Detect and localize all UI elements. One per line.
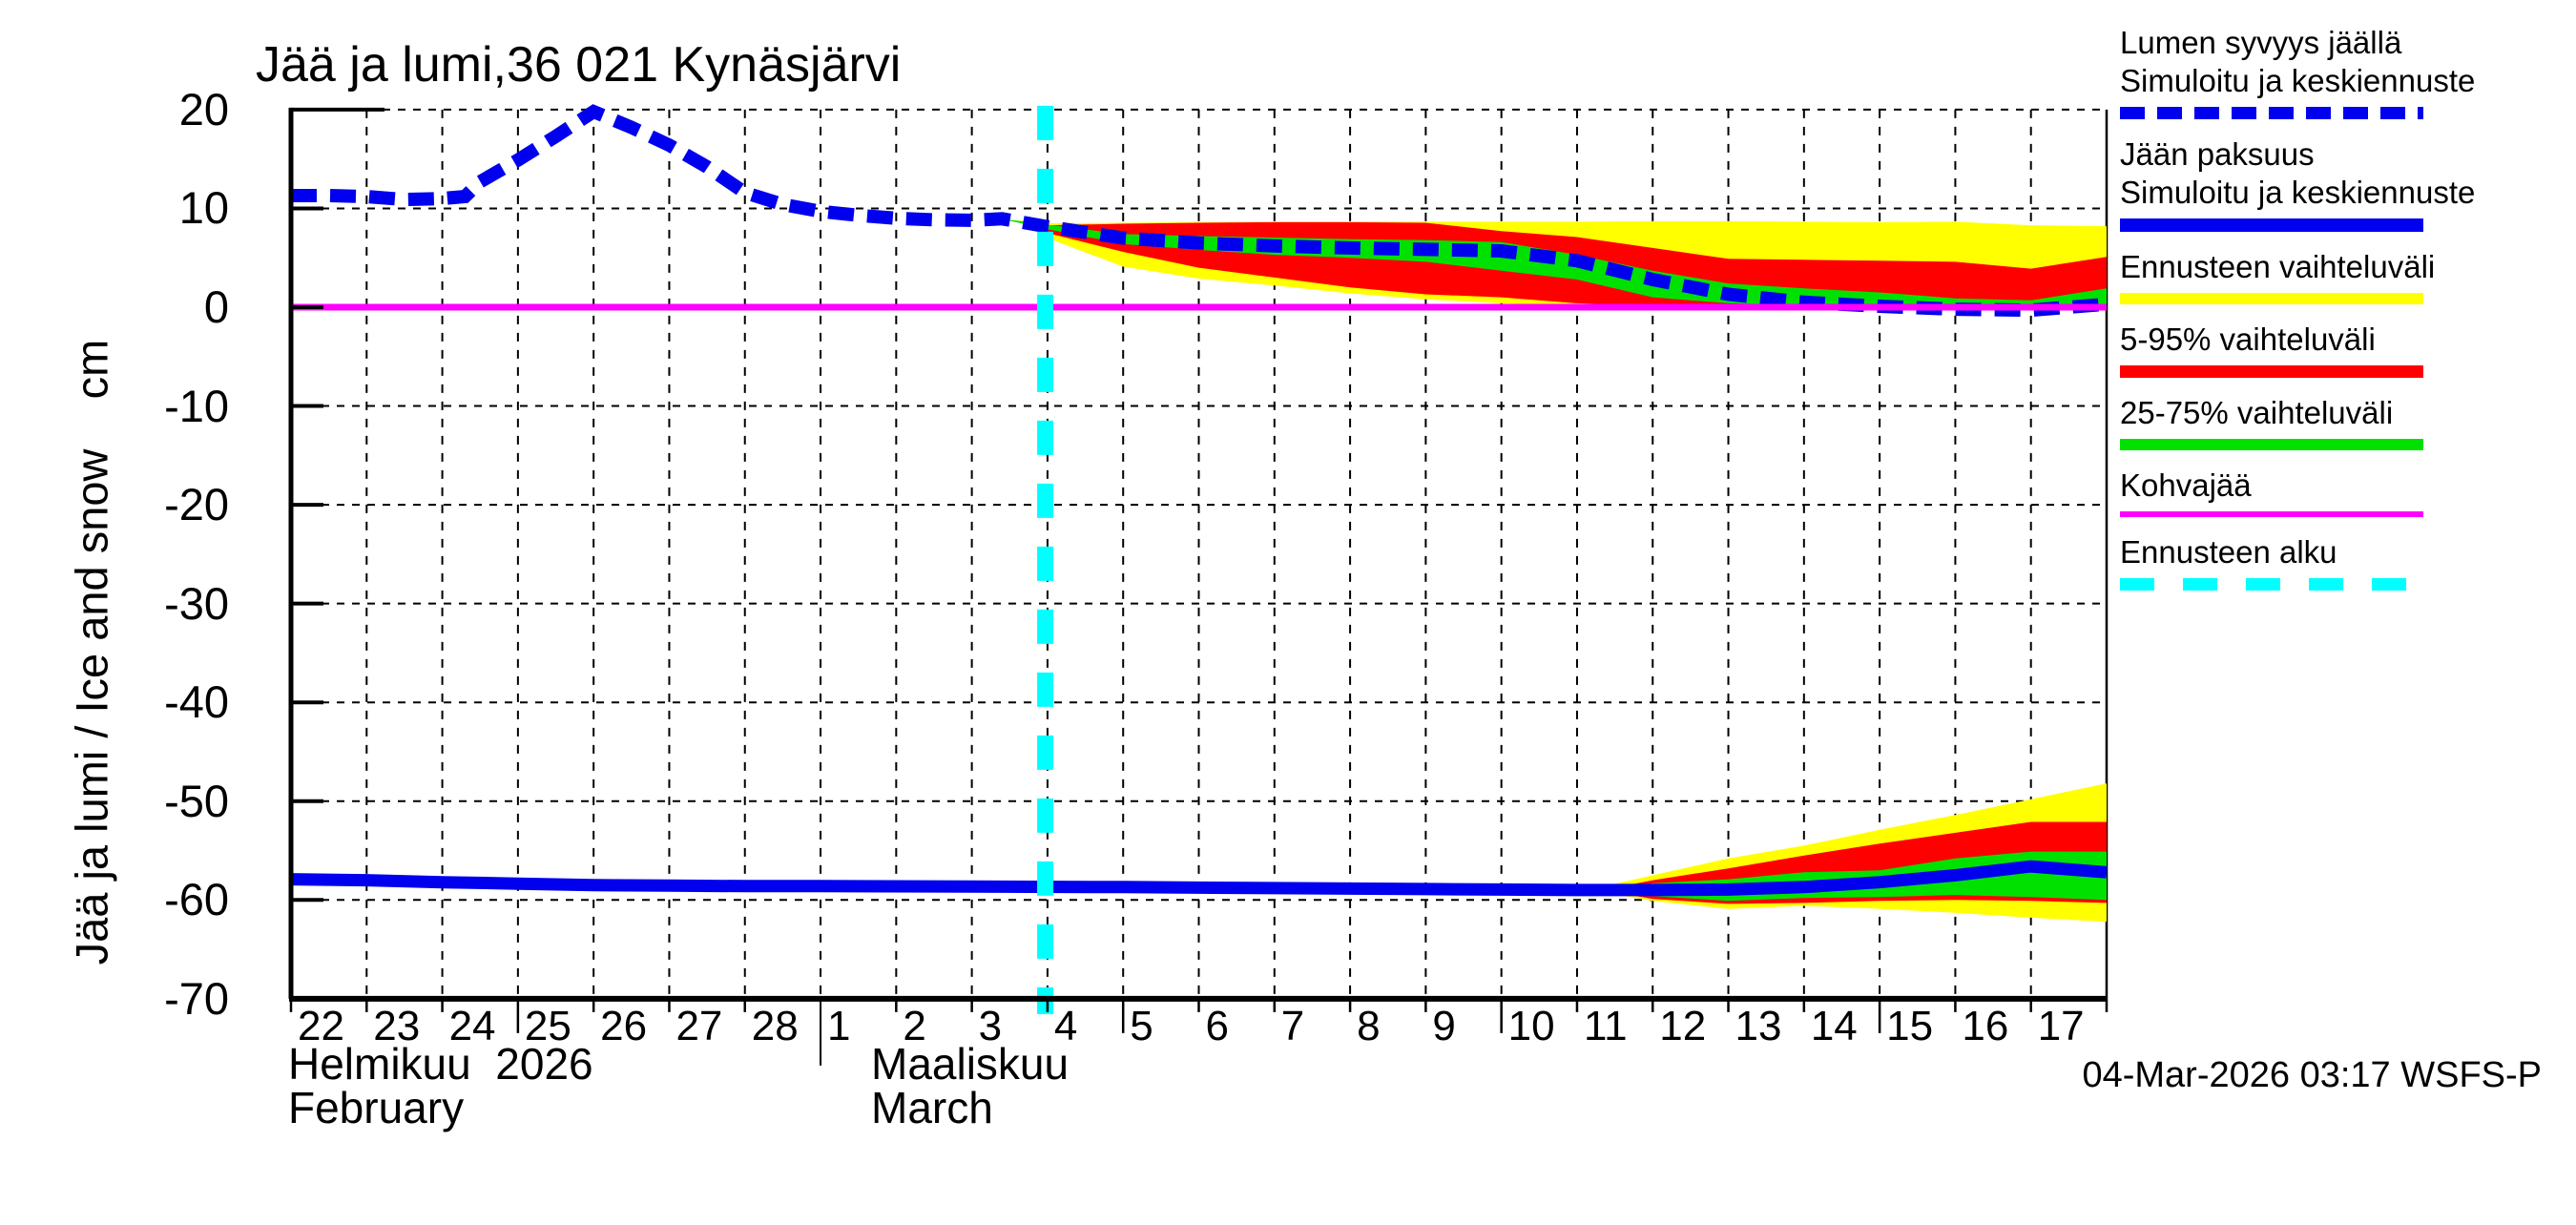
legend-marker-blue-solid: [2120, 218, 2423, 232]
x-tick-label: 2: [903, 1003, 926, 1049]
x-tick-label: 10: [1507, 1003, 1555, 1049]
legend-label: Ennusteen vaihteluväli: [2120, 249, 2436, 284]
x-tick-label: 7: [1280, 1003, 1305, 1049]
y-tick-label: -30: [164, 577, 229, 629]
x-tick-label: 26: [600, 1003, 648, 1049]
timestamp: 04-Mar-2026 03:17 WSFS-P: [2082, 1055, 2542, 1095]
x-tick-label: 24: [448, 1003, 496, 1049]
x-tick-label: 5: [1130, 1003, 1153, 1049]
legend-item-green-solid: 25-75% vaihteluväli: [2120, 394, 2435, 450]
line-snow-depth-on-ice-simulated-and-median-forecast: [291, 104, 2108, 318]
y-tick-label: -50: [164, 775, 229, 826]
x-tick-label: 4: [1053, 1003, 1078, 1049]
y-tick-label: -20: [164, 479, 229, 530]
legend-label: Jään paksuus: [2120, 136, 2315, 172]
y-tick-label: 20: [178, 83, 229, 135]
legend-label: 5-95% vaihteluväli: [2120, 322, 2376, 357]
x-tick-label: 12: [1659, 1003, 1707, 1049]
legend-label: Kohvajää: [2120, 467, 2252, 503]
x-tick-label: 16: [1962, 1003, 2009, 1049]
legend-marker-yellow-solid: [2120, 293, 2423, 304]
x-tick-label: 25: [524, 1003, 571, 1049]
x-tick-label: 15: [1886, 1003, 1934, 1049]
line-ice-thickness-simulated-and-median-forecast: [290, 860, 2108, 897]
month-label-march-en: March: [871, 1083, 993, 1132]
x-tick-label: 1: [827, 1003, 851, 1049]
band-snow-range-25-75: [1009, 219, 2107, 307]
y-tick-label: -40: [164, 676, 229, 728]
legend-label: Simuloitu ja keskiennuste: [2120, 63, 2476, 98]
legend-item-blue-dashed: Lumen syvyys jäällä Simuloitu ja keskienn…: [2120, 24, 2476, 119]
plot-area: [288, 104, 2109, 1066]
x-tick-label: 17: [2037, 1003, 2085, 1049]
y-tick-label: 0: [203, 281, 229, 332]
legend-item-magenta-solid: Kohvajää: [2120, 467, 2435, 517]
legend-label: Ennusteen alku: [2120, 534, 2337, 570]
legend-marker-red-solid: [2120, 365, 2423, 378]
x-tick-label: 3: [978, 1003, 1003, 1049]
x-tick-label: 23: [373, 1003, 421, 1049]
legend-marker-blue-dashed: [2120, 107, 2423, 119]
month-label-february-en: February: [288, 1083, 465, 1132]
month-label-march-fi: Maaliskuu: [871, 1039, 1070, 1089]
x-tick-label: 8: [1357, 1003, 1381, 1049]
x-tick-label: 11: [1583, 1003, 1628, 1049]
legend: Lumen syvyys jäällä Simuloitu ja keskienn…: [2120, 24, 2476, 607]
y-tick-label: -70: [164, 972, 229, 1024]
x-tick-label: 27: [675, 1003, 723, 1049]
y-tick-label: -60: [164, 874, 229, 925]
x-tick-label: 13: [1735, 1003, 1782, 1049]
x-tick-label: 6: [1205, 1003, 1229, 1049]
legend-item-blue-solid: Jään paksuus Simuloitu ja keskiennuste: [2120, 135, 2476, 232]
legend-item-cyan-dashed: Ennusteen alku: [2120, 533, 2435, 591]
x-tick-label: 28: [751, 1003, 799, 1049]
legend-marker-green-solid: [2120, 439, 2423, 450]
x-tick-label: 9: [1432, 1003, 1456, 1049]
legend-label: 25-75% vaihteluväli: [2120, 395, 2394, 430]
legend-item-yellow-solid: Ennusteen vaihteluväli: [2120, 248, 2435, 304]
y-tick-label: 10: [178, 182, 229, 234]
x-tick-label: 14: [1810, 1003, 1858, 1049]
legend-label: Lumen syvyys jäällä: [2120, 25, 2402, 60]
legend-marker-magenta-solid: [2120, 511, 2423, 517]
legend-item-red-solid: 5-95% vaihteluväli: [2120, 321, 2435, 378]
y-tick-label: -10: [164, 380, 229, 431]
legend-marker-cyan-dashed: [2120, 578, 2423, 591]
legend-label: Simuloitu ja keskiennuste: [2120, 175, 2476, 210]
x-tick-label: 22: [298, 1003, 344, 1049]
month-label-february-fi: Helmikuu 2026: [288, 1039, 593, 1089]
chart-title: Jää ja lumi,36 021 Kynäsjärvi: [256, 37, 902, 93]
